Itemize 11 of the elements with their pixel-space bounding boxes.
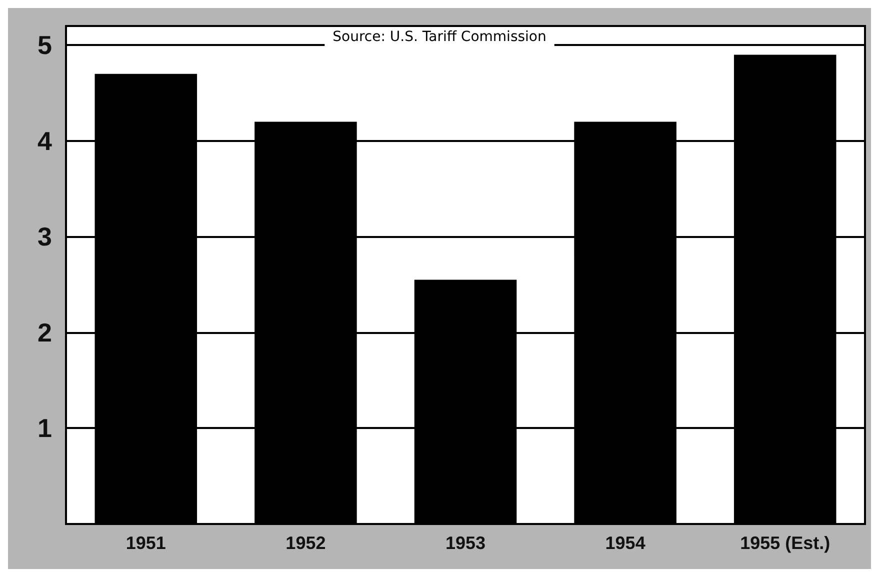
x-tick-label: 1951 <box>126 533 166 553</box>
x-tick-label: 1955 (Est.) <box>740 533 830 553</box>
y-tick-label: 4 <box>38 126 53 156</box>
x-tick-label: 1952 <box>286 533 326 553</box>
x-tick-label: 1953 <box>445 533 486 553</box>
y-tick-label: 5 <box>38 30 52 60</box>
y-tick-label: 1 <box>38 413 52 444</box>
y-tick-label: 3 <box>38 222 52 252</box>
annotation: Source: U.S. Tariff Commission <box>332 29 546 45</box>
y-tick-label: 2 <box>38 317 52 348</box>
x-tick-label: 1954 <box>605 533 646 553</box>
